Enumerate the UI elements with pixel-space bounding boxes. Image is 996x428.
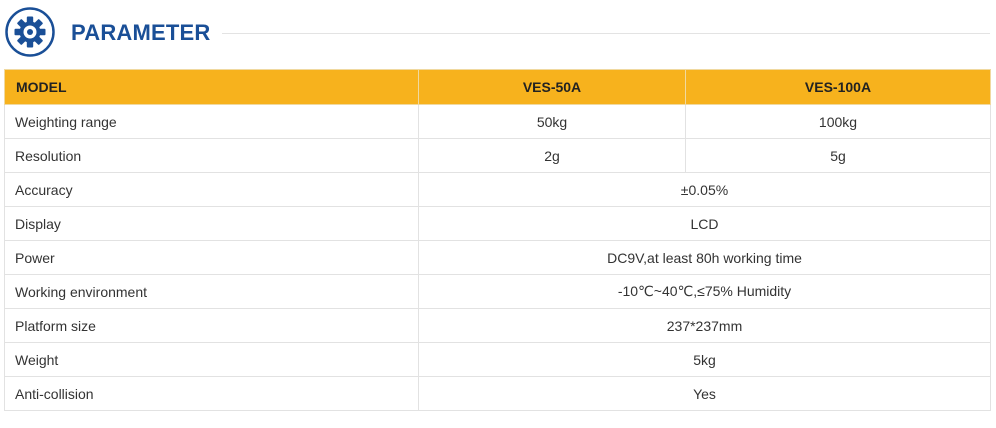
cell-value: 5g <box>685 138 991 173</box>
table-row: Power DC9V,at least 80h working time <box>4 240 991 275</box>
section-header: PARAMETER <box>0 0 996 66</box>
table-header-row: MODEL VES-50A VES-100A <box>4 69 991 105</box>
cell-value: Yes <box>418 376 991 411</box>
row-label: Anti-collision <box>4 376 419 411</box>
page-title: PARAMETER <box>71 20 211 45</box>
parameter-table: MODEL VES-50A VES-100A Weighting range 5… <box>4 69 991 411</box>
row-label: Weighting range <box>4 104 419 139</box>
table-row: Accuracy ±0.05% <box>4 172 991 207</box>
row-label: Working environment <box>4 274 419 309</box>
row-label: Resolution <box>4 138 419 173</box>
cell-value: 237*237mm <box>418 308 991 343</box>
row-label: Power <box>4 240 419 275</box>
table-row: Weighting range 50kg 100kg <box>4 104 991 139</box>
table-row: Anti-collision Yes <box>4 376 991 411</box>
cell-value: ±0.05% <box>418 172 991 207</box>
table-row: Resolution 2g 5g <box>4 138 991 173</box>
cell-value: DC9V,at least 80h working time <box>418 240 991 275</box>
cell-value: 50kg <box>418 104 686 139</box>
table-row: Display LCD <box>4 206 991 241</box>
row-label: Weight <box>4 342 419 377</box>
row-label: Accuracy <box>4 172 419 207</box>
cell-value: 5kg <box>418 342 991 377</box>
column-header-model: MODEL <box>4 69 419 105</box>
column-header-ves-100a: VES-100A <box>685 69 991 105</box>
cell-value: -10℃~40℃,≤75% Humidity <box>418 274 991 309</box>
gear-icon <box>5 7 55 57</box>
table-row: Platform size 237*237mm <box>4 308 991 343</box>
row-label: Display <box>4 206 419 241</box>
row-label: Platform size <box>4 308 419 343</box>
column-header-ves-50a: VES-50A <box>418 69 686 105</box>
cell-value: 100kg <box>685 104 991 139</box>
header-divider <box>222 33 990 34</box>
table-row: Weight 5kg <box>4 342 991 377</box>
table-row: Working environment -10℃~40℃,≤75% Humidi… <box>4 274 991 309</box>
cell-value: 2g <box>418 138 686 173</box>
cell-value: LCD <box>418 206 991 241</box>
